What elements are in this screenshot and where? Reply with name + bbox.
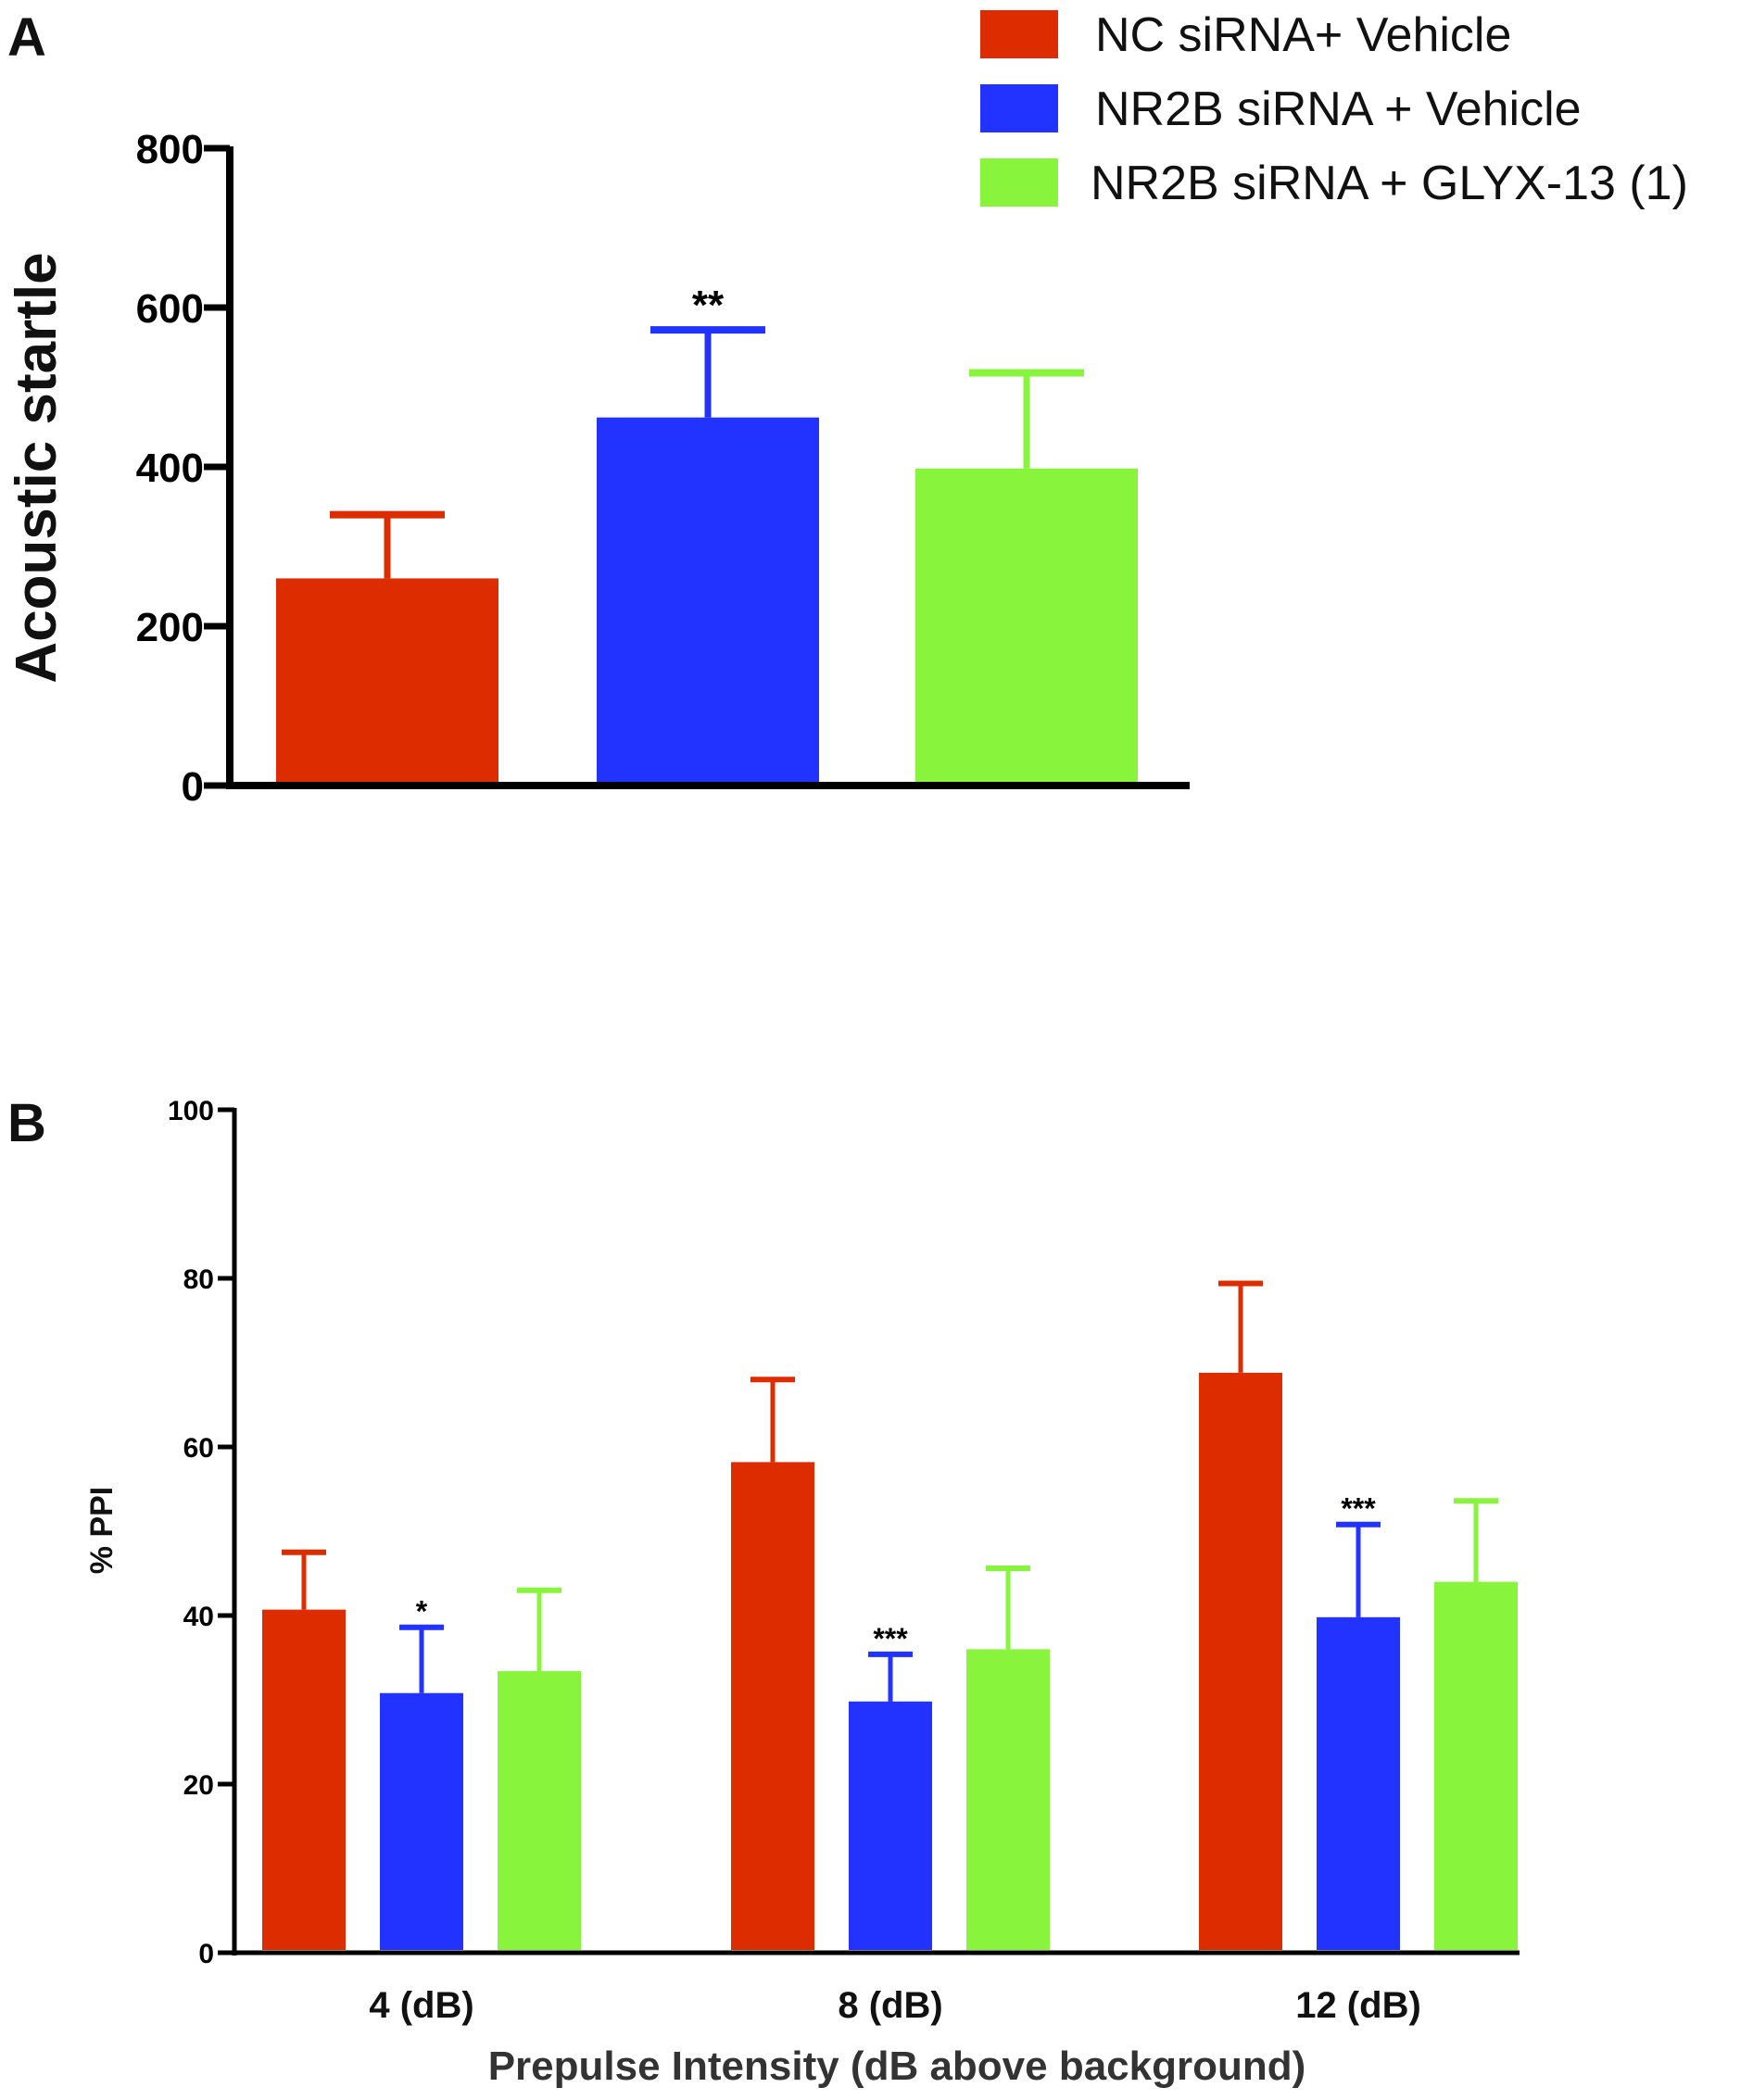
bar (966, 1649, 1050, 1950)
legend-swatch-1 (980, 10, 1058, 58)
y-axis-label: Acoustic startle (5, 252, 69, 683)
legend-swatch-2 (980, 84, 1058, 132)
panel-a-chart: 0 200 400 600 800 Acoustic startle ** (5, 127, 1190, 810)
y-tick-label: 600 (136, 286, 204, 332)
y-tick-label: 60 (183, 1433, 214, 1464)
x-tick-label: 12 (dB) (1295, 1985, 1421, 2026)
bar (1199, 1372, 1282, 1950)
y-tick-label: 20 (183, 1770, 214, 1801)
significance-label: *** (873, 1622, 908, 1655)
bar (276, 578, 498, 782)
panel-a-letter: A (7, 7, 46, 68)
panel-b-letter: B (7, 1093, 46, 1153)
bar (1317, 1616, 1400, 1950)
y-tick-label: 400 (136, 446, 204, 491)
legend-label-2: NR2B siRNA + Vehicle (1095, 82, 1582, 136)
x-axis-label: Prepulse Intensity (dB above background) (488, 2043, 1306, 2089)
bar (597, 417, 819, 782)
panel-b-chart: 0 20 40 60 80 100 % PPI * 4 (dB) *** 8 (dB) *** 12 (… (84, 1096, 1520, 2089)
y-tick-label: 0 (182, 764, 204, 810)
x-tick-label: 8 (dB) (838, 1985, 942, 2026)
x-tick-label: 4 (dB) (369, 1985, 473, 2026)
significance-label: ** (692, 283, 725, 328)
bar (262, 1609, 346, 1950)
y-tick-label: 800 (136, 127, 204, 172)
y-tick-label: 100 (168, 1096, 214, 1126)
significance-label: * (416, 1595, 428, 1628)
bar (915, 468, 1138, 782)
y-axis-label: % PPI (84, 1487, 120, 1574)
bar (731, 1462, 814, 1950)
y-tick-label: 0 (198, 1939, 214, 1969)
significance-label: *** (1341, 1492, 1376, 1526)
y-tick-label: 80 (183, 1264, 214, 1295)
legend-label-3: NR2B siRNA + GLYX-13 (1) (1091, 157, 1688, 210)
y-tick-label: 40 (183, 1602, 214, 1632)
legend-label-1: NC siRNA+ Vehicle (1095, 8, 1511, 62)
bar (849, 1701, 932, 1950)
legend-swatch-3 (980, 158, 1058, 207)
y-tick-label: 200 (136, 605, 204, 650)
legend: NC siRNA+ Vehicle NR2B siRNA + Vehicle NR2… (980, 8, 1688, 210)
bar (498, 1671, 581, 1950)
bar (380, 1692, 463, 1950)
bar (1434, 1581, 1518, 1950)
